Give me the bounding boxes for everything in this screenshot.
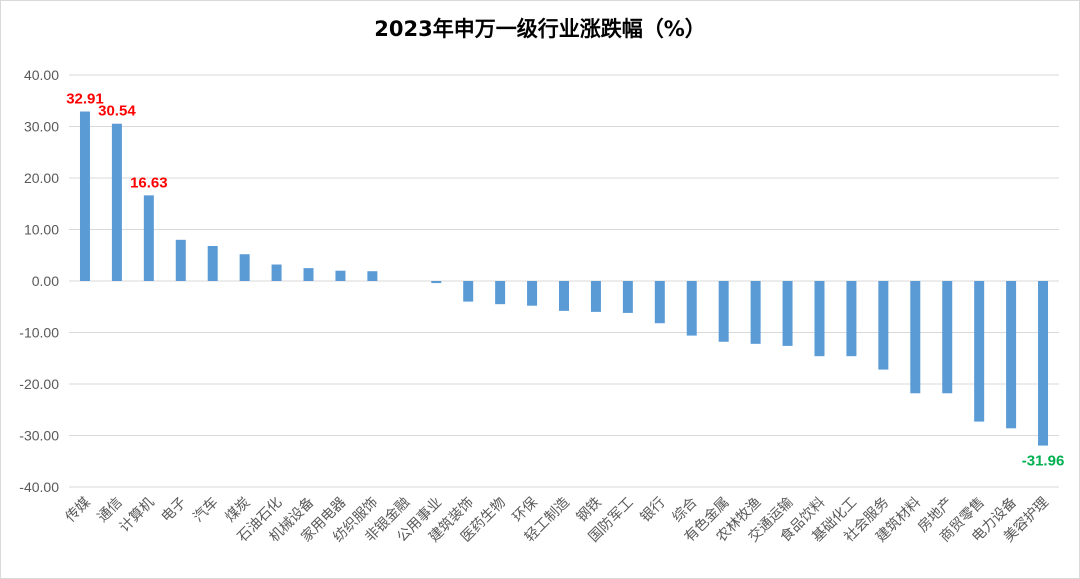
bar-8 [335, 270, 346, 281]
category-label: 汽车 [190, 494, 222, 526]
bar-23 [814, 281, 825, 357]
bar-9 [367, 271, 378, 281]
bar-7 [303, 268, 314, 281]
bar-26 [910, 281, 921, 394]
bar-21 [750, 281, 761, 344]
data-label: 30.54 [98, 103, 136, 120]
y-tick-label: 0.00 [32, 273, 59, 289]
bar-5 [239, 254, 250, 281]
bar-27 [942, 281, 953, 394]
bar-20 [718, 281, 729, 342]
chart-title: 2023年申万一级行业涨跌幅（%） [374, 17, 706, 41]
bar-25 [878, 281, 889, 370]
bar-0 [79, 111, 90, 282]
bar-1 [111, 123, 122, 282]
category-label: 传媒 [63, 495, 94, 526]
bar-6 [271, 264, 282, 281]
bar-18 [654, 281, 665, 324]
bar-14 [527, 281, 538, 306]
data-label: 16.63 [130, 174, 168, 191]
category-label: 计算机 [117, 495, 158, 536]
bar-11 [431, 281, 442, 284]
bar-19 [686, 281, 697, 336]
bar-4 [207, 245, 218, 281]
bar-15 [559, 281, 569, 311]
y-tick-label: -10.00 [19, 325, 59, 341]
bar-2 [143, 195, 154, 281]
bars [79, 111, 1049, 446]
bar-13 [495, 281, 506, 305]
y-tick-label: -40.00 [19, 479, 59, 495]
y-tick-label: -20.00 [19, 376, 59, 392]
bar-17 [622, 281, 633, 313]
y-tick-label: 40.00 [24, 67, 59, 83]
y-tick-label: 30.00 [24, 119, 59, 135]
data-label: -31.96 [1022, 453, 1065, 470]
bar-22 [782, 281, 793, 346]
y-tick-label: -30.00 [19, 428, 59, 444]
y-axis-ticks: 40.00 30.00 20.00 10.00 0.00 -10.00 -20.00 -30.… [19, 67, 59, 495]
bar-24 [846, 281, 857, 357]
y-tick-label: 10.00 [24, 222, 59, 238]
bar-28 [974, 281, 985, 422]
bar-3 [175, 239, 186, 281]
bar-16 [590, 281, 601, 312]
category-label: 电子 [158, 495, 189, 526]
y-tick-label: 20.00 [24, 170, 59, 186]
gridlines [69, 74, 1059, 488]
data-label: 32.91 [66, 91, 104, 108]
category-label: 银行 [638, 495, 669, 526]
bar-12 [463, 281, 474, 302]
bar-29 [1006, 281, 1017, 429]
bar-30 [1038, 281, 1049, 446]
